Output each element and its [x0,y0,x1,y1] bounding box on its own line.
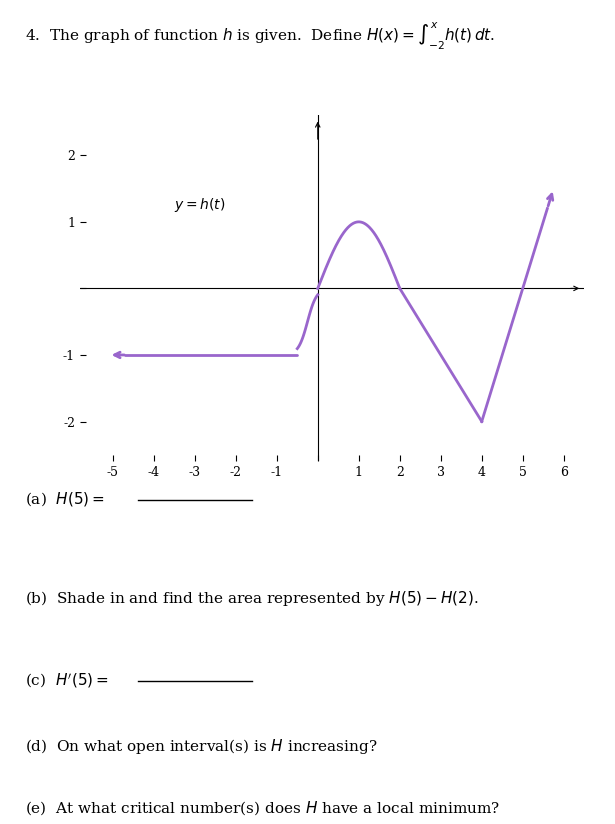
Text: $y = h(t)$: $y = h(t)$ [174,195,226,213]
Text: 4.  The graph of function $h$ is given.  Define $H(x) = \int_{-2}^{x} h(t)\, dt$: 4. The graph of function $h$ is given. D… [25,21,494,52]
Text: (a)  $H(5) = $: (a) $H(5) = $ [25,490,105,508]
Text: (c)  $H'(5) = $: (c) $H'(5) = $ [25,672,108,691]
Text: (d)  On what open interval(s) is $H$ increasing?: (d) On what open interval(s) is $H$ incr… [25,737,377,756]
Text: (b)  Shade in and find the area represented by $H(5) - H(2)$.: (b) Shade in and find the area represent… [25,589,478,608]
Text: (e)  At what critical number(s) does $H$ have a local minimum?: (e) At what critical number(s) does $H$ … [25,799,500,817]
